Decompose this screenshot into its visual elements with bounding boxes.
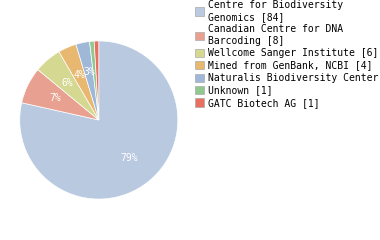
Text: 7%: 7% [49, 93, 61, 103]
Wedge shape [76, 42, 99, 120]
Wedge shape [38, 52, 99, 120]
Wedge shape [94, 41, 99, 120]
Wedge shape [20, 41, 178, 199]
Text: 3%: 3% [83, 67, 95, 77]
Legend: Centre for Biodiversity
Genomics [84], Canadian Centre for DNA
Barcoding [8], We: Centre for Biodiversity Genomics [84], C… [195, 0, 380, 108]
Text: 79%: 79% [120, 153, 138, 163]
Wedge shape [22, 70, 99, 120]
Wedge shape [90, 41, 99, 120]
Text: 6%: 6% [61, 78, 73, 88]
Text: 4%: 4% [73, 70, 85, 80]
Wedge shape [59, 44, 99, 120]
